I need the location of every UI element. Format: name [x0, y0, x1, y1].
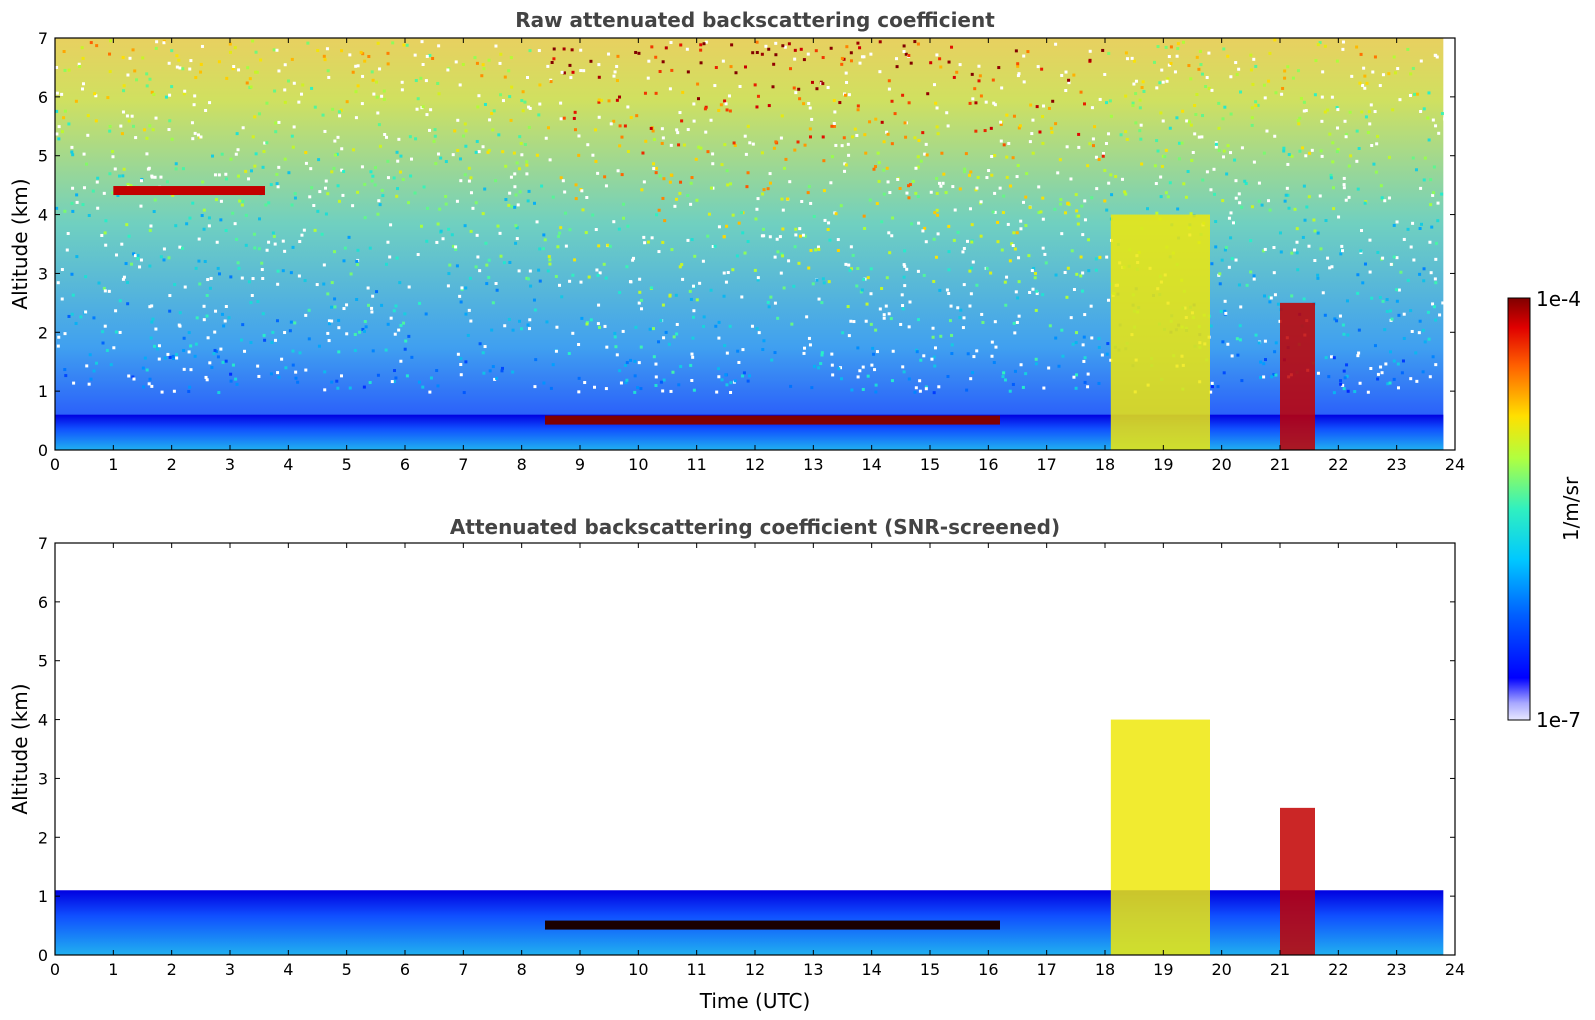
panel1-y-ticks: 0 1 2 3 4 5 6 7	[38, 29, 1455, 460]
noise-background	[55, 38, 1444, 450]
colorbar: 1e-4 1e-7 1/m/sr	[1507, 287, 1583, 732]
x-tick-label: 9	[575, 455, 585, 474]
x-tick-label: 13	[803, 455, 823, 474]
x-tick-label: 16	[978, 455, 998, 474]
x-tick-label: 20	[1211, 455, 1231, 474]
colorbar-unit-label: 1/m/sr	[1559, 476, 1583, 541]
x-tick-label: 6	[400, 455, 410, 474]
feature-stratocumulus-cloud-top	[545, 920, 1000, 930]
x-tick-label: 18	[1095, 455, 1115, 474]
y-tick-label: 4	[38, 206, 48, 225]
x-tick-label: 11	[686, 455, 706, 474]
x-tick-label: 22	[1328, 455, 1348, 474]
y-tick-label: 7	[38, 29, 48, 48]
feature-dense-cloud-column	[1280, 302, 1315, 450]
x-tick-label: 0	[50, 455, 60, 474]
panel1-x-ticks: 0 1 2 3 4 5 6 7 8 9 10 11 12 13 14 15 16 17 18 19 20 21 22 23 24	[50, 38, 1465, 474]
y-tick-label: 4	[38, 711, 48, 730]
x-tick-label: 16	[978, 960, 998, 979]
panel2-title: Attenuated backscattering coefficient (S…	[450, 515, 1060, 539]
colorbar-min-label: 1e-7	[1536, 708, 1581, 732]
x-tick-label: 23	[1386, 455, 1406, 474]
y-tick-label: 6	[38, 593, 48, 612]
x-tick-label: 1	[108, 455, 118, 474]
y-tick-label: 1	[38, 382, 48, 401]
colorbar-max-label: 1e-4	[1536, 287, 1581, 311]
x-tick-label: 5	[342, 455, 352, 474]
x-tick-label: 12	[745, 960, 765, 979]
x-tick-label: 3	[225, 455, 235, 474]
x-tick-label: 0	[50, 960, 60, 979]
x-tick-label: 12	[745, 455, 765, 474]
x-tick-label: 7	[458, 455, 468, 474]
x-tick-label: 10	[628, 455, 648, 474]
panel2-ylabel: Altitude (km)	[8, 683, 32, 814]
y-tick-label: 2	[38, 323, 48, 342]
y-tick-label: 5	[38, 147, 48, 166]
panel2-x-ticks: 0 1 2 3 4 5 6 7 8 9 10 11 12 13 14 15 16 17 18 19 20 21 22 23 24	[50, 543, 1465, 979]
x-tick-label: 21	[1270, 960, 1290, 979]
y-tick-label: 3	[38, 769, 48, 788]
x-tick-label: 15	[920, 455, 940, 474]
x-tick-label: 19	[1153, 455, 1173, 474]
y-tick-label: 0	[38, 946, 48, 965]
x-tick-label: 17	[1036, 960, 1056, 979]
panel2-xlabel: Time (UTC)	[699, 989, 811, 1013]
x-tick-label: 22	[1328, 960, 1348, 979]
x-tick-label: 6	[400, 960, 410, 979]
x-tick-label: 20	[1211, 960, 1231, 979]
feature-dense-cloud-column	[1280, 807, 1315, 955]
panel2-heatmap	[55, 719, 1444, 955]
x-tick-label: 8	[517, 455, 527, 474]
x-tick-label: 13	[803, 960, 823, 979]
x-tick-label: 14	[861, 455, 881, 474]
feature-convective-columns	[1110, 719, 1210, 955]
panel1-ylabel: Altitude (km)	[8, 178, 32, 309]
x-tick-label: 4	[283, 455, 293, 474]
raw-backscatter-panel: Raw attenuated backscattering coefficien…	[8, 8, 1465, 474]
x-tick-label: 2	[167, 455, 177, 474]
x-tick-label: 15	[920, 960, 940, 979]
feature-mid-level-clouds	[113, 186, 265, 196]
y-tick-label: 2	[38, 828, 48, 847]
x-tick-label: 24	[1445, 455, 1465, 474]
x-tick-label: 14	[861, 960, 881, 979]
x-tick-label: 21	[1270, 455, 1290, 474]
y-tick-label: 3	[38, 264, 48, 283]
x-tick-label: 3	[225, 960, 235, 979]
x-tick-label: 10	[628, 960, 648, 979]
panel1-title: Raw attenuated backscattering coefficien…	[515, 8, 995, 32]
panel1-heatmap	[55, 38, 1447, 450]
x-tick-label: 19	[1153, 960, 1173, 979]
y-tick-label: 7	[38, 534, 48, 553]
x-tick-label: 4	[283, 960, 293, 979]
x-tick-label: 9	[575, 960, 585, 979]
y-tick-label: 1	[38, 887, 48, 906]
x-tick-label: 8	[517, 960, 527, 979]
x-tick-label: 5	[342, 960, 352, 979]
colorbar-gradient	[1507, 297, 1531, 721]
snr-screened-panel: Attenuated backscattering coefficient (S…	[8, 515, 1465, 1013]
y-tick-label: 0	[38, 441, 48, 460]
x-tick-label: 24	[1445, 960, 1465, 979]
x-tick-label: 18	[1095, 960, 1115, 979]
y-tick-label: 5	[38, 652, 48, 671]
x-tick-label: 11	[686, 960, 706, 979]
feature-convective-columns	[1110, 214, 1210, 450]
x-tick-label: 23	[1386, 960, 1406, 979]
x-tick-label: 1	[108, 960, 118, 979]
x-tick-label: 17	[1036, 455, 1056, 474]
x-tick-label: 2	[167, 960, 177, 979]
noise-speckle	[55, 38, 1447, 395]
panel2-y-ticks: 0 1 2 3 4 5 6 7	[38, 534, 1455, 965]
x-tick-label: 7	[458, 960, 468, 979]
feature-stratocumulus-cloud-top	[545, 415, 1000, 425]
y-tick-label: 6	[38, 88, 48, 107]
